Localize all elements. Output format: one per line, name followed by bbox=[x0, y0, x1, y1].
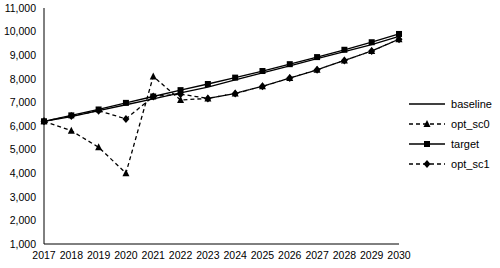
html-text:baseline: baseline bbox=[451, 98, 492, 110]
svg-text:2026: 2026 bbox=[278, 249, 302, 261]
svg-text:1,000: 1,000 bbox=[10, 238, 36, 250]
svg-text:2028: 2028 bbox=[333, 249, 357, 261]
svg-text:8,000: 8,000 bbox=[10, 73, 36, 85]
svg-text:2022: 2022 bbox=[169, 249, 193, 261]
svg-text:2023: 2023 bbox=[196, 249, 220, 261]
svg-text:2027: 2027 bbox=[305, 249, 329, 261]
svg-text:2020: 2020 bbox=[114, 249, 138, 261]
html-text:opt_sc0: opt_sc0 bbox=[451, 118, 490, 130]
svg-text:2030: 2030 bbox=[387, 249, 411, 261]
svg-text:9,000: 9,000 bbox=[10, 49, 36, 61]
svg-text:10,000: 10,000 bbox=[8, 25, 36, 37]
html-text:target: target bbox=[451, 138, 480, 150]
svg-text:2029: 2029 bbox=[360, 249, 384, 261]
svg-text:5,000: 5,000 bbox=[10, 143, 36, 155]
svg-text:2018: 2018 bbox=[60, 249, 84, 261]
svg-text:6,000: 6,000 bbox=[10, 120, 36, 132]
html-text:opt_sc1: opt_sc1 bbox=[451, 158, 490, 170]
svg-text:4,000: 4,000 bbox=[10, 167, 36, 179]
svg-text:2021: 2021 bbox=[142, 249, 166, 261]
svg-text:2,000: 2,000 bbox=[10, 214, 36, 226]
svg-text:7,000: 7,000 bbox=[10, 96, 36, 108]
svg-text:2025: 2025 bbox=[251, 249, 275, 261]
svg-text:2024: 2024 bbox=[223, 249, 247, 261]
svg-text:11,000: 11,000 bbox=[8, 2, 36, 14]
svg-text:2017: 2017 bbox=[32, 249, 56, 261]
svg-text:2019: 2019 bbox=[87, 249, 111, 261]
svg-text:3,000: 3,000 bbox=[10, 191, 36, 203]
